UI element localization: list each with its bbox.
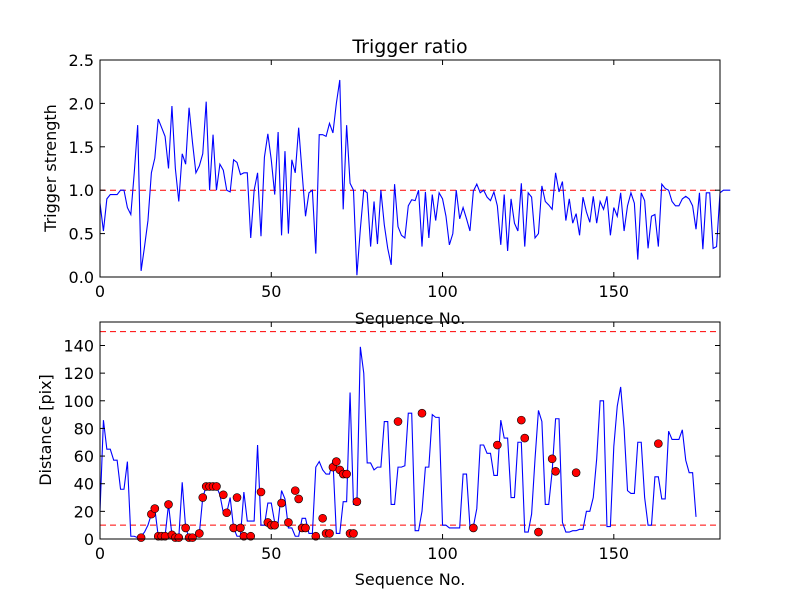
data-point	[270, 520, 279, 530]
data-point	[290, 486, 300, 495]
y-axis-label: Distance [pix]	[36, 374, 55, 486]
data-point	[195, 529, 204, 538]
x-ticks: 0 50 100 150	[95, 322, 629, 563]
chart-title: Trigger ratio	[351, 36, 467, 58]
data-point	[150, 504, 160, 513]
y-tick-label: 1.5	[69, 138, 94, 157]
data-point	[654, 439, 663, 448]
x-tick-label: 50	[261, 544, 281, 563]
data-point	[277, 498, 286, 508]
data-point	[198, 493, 208, 502]
data-point	[332, 457, 341, 466]
plot-frame	[99, 59, 721, 278]
x-tick-label: 100	[427, 282, 458, 301]
y-tick-label: 60	[74, 447, 94, 466]
data-point	[517, 415, 526, 425]
y-tick-label: 0	[84, 530, 94, 549]
data-point	[236, 523, 245, 533]
y-tick-label: 0.0	[69, 268, 94, 287]
x-tick-label: 150	[599, 544, 630, 563]
data-point	[219, 490, 228, 500]
data-point	[547, 454, 557, 464]
series-line	[99, 79, 731, 276]
data-point	[294, 494, 303, 504]
x-axis-label: Sequence No.	[355, 570, 466, 589]
y-ticks: 0.0 0.5 1.0 1.5 2.0 2.5	[69, 51, 720, 287]
trigger-strength-plot	[99, 79, 731, 276]
trigger-ratio-chart: Trigger ratio 0 50 100 150 0.0 0.5 1.0 1.5 2.0 2…	[41, 36, 731, 328]
data-point	[349, 529, 358, 538]
x-tick-label: 50	[261, 282, 281, 301]
y-tick-label: 0.5	[69, 225, 94, 244]
plot-frame	[99, 321, 721, 540]
y-tick-label: 100	[63, 392, 94, 411]
y-axis-label: Trigger strength	[41, 104, 60, 233]
data-point	[174, 533, 184, 542]
data-point	[284, 518, 293, 527]
data-point	[342, 469, 351, 479]
data-point	[520, 433, 530, 443]
x-tick-label: 100	[427, 544, 458, 563]
data-point	[417, 408, 427, 418]
x-tick-label: 150	[599, 282, 630, 301]
data-point	[551, 466, 560, 476]
data-point	[469, 523, 478, 533]
data-point	[318, 513, 327, 523]
y-tick-label: 1.0	[69, 181, 94, 200]
data-point	[222, 508, 232, 518]
data-point	[493, 440, 502, 450]
y-tick-label: 140	[63, 336, 94, 355]
data-point	[188, 533, 197, 542]
y-tick-label: 120	[63, 364, 94, 383]
data-point	[256, 487, 266, 497]
distance-chart: 0 50 100 150 0 20 40 60 80 100 120 140 Sequence No…	[36, 321, 721, 589]
x-ticks: 0 50 100 150	[95, 60, 629, 301]
x-axis-label: Sequence No.	[355, 309, 466, 328]
y-tick-label: 40	[74, 475, 94, 494]
data-point	[232, 493, 242, 502]
distance-plot	[99, 331, 720, 542]
x-tick-label: 0	[95, 282, 105, 301]
y-tick-label: 80	[74, 419, 94, 438]
y-tick-label: 20	[74, 502, 94, 521]
data-point	[352, 497, 362, 506]
data-point	[246, 531, 256, 541]
data-point	[393, 417, 403, 426]
data-point	[212, 482, 221, 491]
data-point	[164, 500, 173, 509]
data-point	[181, 523, 190, 533]
data-point	[311, 531, 321, 541]
data-point	[534, 527, 543, 537]
y-ticks: 0 20 40 60 80 100 120 140	[63, 336, 720, 549]
y-tick-label: 2.5	[69, 51, 94, 70]
y-tick-label: 2.0	[69, 94, 94, 113]
x-tick-label: 0	[95, 544, 105, 563]
data-point	[325, 529, 334, 538]
data-point	[301, 523, 310, 533]
data-point	[571, 468, 581, 477]
data-point	[136, 533, 146, 542]
